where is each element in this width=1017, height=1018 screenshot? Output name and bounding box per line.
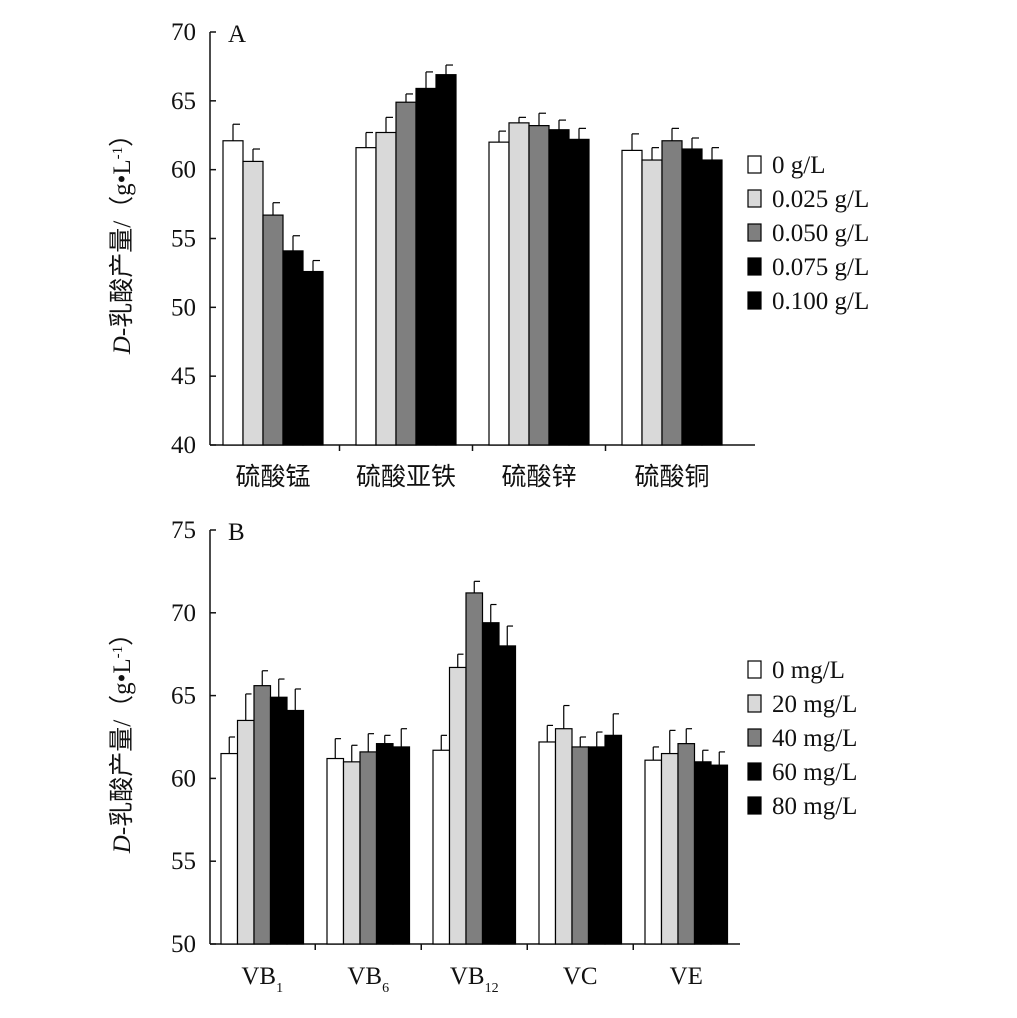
bar <box>302 270 324 446</box>
bar <box>488 141 510 446</box>
legend-label: 0.100 g/L <box>772 288 869 315</box>
x-category-label: VB1 <box>241 963 283 996</box>
y-tick-label: 70 <box>171 19 196 46</box>
y-axis-label: D-乳酸产量/（g•L-1） <box>108 122 136 355</box>
bar <box>571 746 590 945</box>
bar <box>465 592 484 945</box>
bar <box>701 159 723 446</box>
bar <box>554 728 573 945</box>
legend-swatch <box>747 728 762 747</box>
y-axis-label: D-乳酸产量/（g•L-1） <box>108 621 136 854</box>
legend-label: 0.075 g/L <box>772 254 869 281</box>
y-tick-label: 55 <box>171 848 196 875</box>
y-tick-label: 75 <box>171 517 196 544</box>
bar <box>587 746 606 945</box>
legend-swatch <box>747 762 762 781</box>
bar <box>498 645 517 945</box>
bar <box>375 743 394 945</box>
bar <box>448 666 467 945</box>
bar <box>262 214 284 446</box>
y-tick-label: 40 <box>171 432 196 459</box>
legend-swatch <box>747 660 762 679</box>
y-tick-label: 70 <box>171 600 196 627</box>
bar <box>395 101 417 446</box>
legend-label: 20 mg/L <box>772 691 857 718</box>
legend-label: 40 mg/L <box>772 725 857 752</box>
bar <box>342 761 361 945</box>
x-category-label: 硫酸锌 <box>501 463 576 491</box>
bar <box>222 140 244 446</box>
bar <box>242 160 264 446</box>
bar <box>435 74 457 446</box>
bar <box>661 140 683 446</box>
bar <box>693 761 712 945</box>
y-tick-label: 55 <box>171 226 196 253</box>
y-tick-label: 60 <box>171 765 196 792</box>
chart-panel-b: 50 55 60 65 70 75 VB1 VB6 VB12 VC VE B D-乳酸产量/（g•L-1… <box>108 517 857 996</box>
bar <box>481 622 500 945</box>
bar <box>538 741 557 945</box>
bar <box>359 751 378 945</box>
bar <box>528 125 550 446</box>
y-tick-label: 50 <box>171 294 196 321</box>
bar <box>282 250 304 446</box>
bar <box>604 734 623 945</box>
bar <box>392 746 411 945</box>
x-category-label: 硫酸锰 <box>235 463 310 491</box>
bar <box>286 709 305 945</box>
y-tick-label: 45 <box>171 363 196 390</box>
x-category-label: 硫酸铜 <box>634 463 709 491</box>
y-tick-label: 60 <box>171 157 196 184</box>
legend-label: 0 g/L <box>772 152 825 179</box>
bar <box>375 131 397 446</box>
bar <box>269 696 288 945</box>
bar <box>432 749 451 945</box>
bar <box>621 149 643 446</box>
panel-label: A <box>228 21 246 48</box>
bar <box>326 757 345 945</box>
legend-label: 0.050 g/L <box>772 220 869 247</box>
y-tick-label: 65 <box>171 683 196 710</box>
x-category-label: VC <box>563 963 598 990</box>
legend-swatch <box>747 223 762 242</box>
bar <box>415 87 437 446</box>
legend-swatch <box>747 796 762 815</box>
legend-label: 60 mg/L <box>772 759 857 786</box>
legend-label: 80 mg/L <box>772 793 857 820</box>
x-category-label: 硫酸亚铁 <box>356 463 456 491</box>
bar <box>568 138 590 446</box>
legend-swatch <box>747 189 762 208</box>
bar <box>236 719 255 945</box>
bar <box>660 752 679 945</box>
bar <box>677 743 696 945</box>
bar <box>220 752 239 945</box>
legend-swatch <box>747 257 762 276</box>
bar <box>710 764 729 945</box>
bar <box>641 159 663 446</box>
x-category-label: VB12 <box>450 963 499 996</box>
y-tick-label: 50 <box>171 931 196 958</box>
legend-swatch <box>747 155 762 174</box>
chart-panel-a: 40 45 50 55 60 65 70 硫酸锰 硫酸亚铁 硫酸锌 硫酸铜 A D-乳酸产量/（g•L-… <box>108 19 869 491</box>
panel-label: B <box>228 519 245 546</box>
legend-label: 0.025 g/L <box>772 186 869 213</box>
bar <box>548 129 570 446</box>
bar <box>681 148 703 446</box>
x-category-label: VB6 <box>347 963 389 996</box>
bar <box>508 122 530 446</box>
x-category-label: VE <box>670 963 703 990</box>
legend-label: 0 mg/L <box>772 657 845 684</box>
bar <box>253 685 272 945</box>
legend-swatch <box>747 694 762 713</box>
y-tick-label: 65 <box>171 88 196 115</box>
bar <box>355 147 377 446</box>
legend-swatch <box>747 291 762 310</box>
bar <box>644 759 663 945</box>
